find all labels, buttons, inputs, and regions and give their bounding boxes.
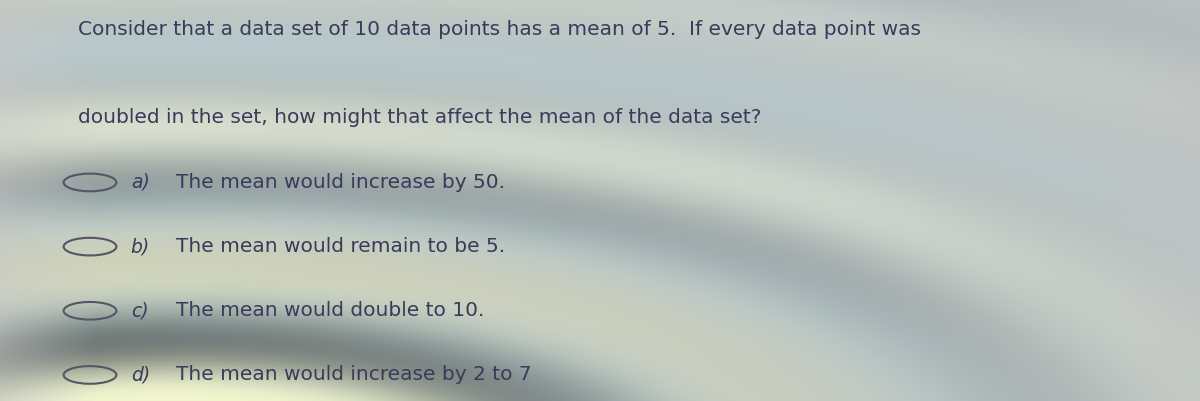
Text: Consider that a data set of 10 data points has a mean of 5.  If every data point: Consider that a data set of 10 data poin… <box>78 20 922 39</box>
Text: c): c) <box>131 301 149 320</box>
Text: d): d) <box>131 365 150 385</box>
Text: The mean would double to 10.: The mean would double to 10. <box>176 301 485 320</box>
Text: doubled in the set, how might that affect the mean of the data set?: doubled in the set, how might that affec… <box>78 108 761 127</box>
Text: b): b) <box>131 237 150 256</box>
Text: The mean would increase by 50.: The mean would increase by 50. <box>176 173 505 192</box>
Text: The mean would increase by 2 to 7: The mean would increase by 2 to 7 <box>176 365 532 385</box>
Text: a): a) <box>131 173 150 192</box>
Text: The mean would remain to be 5.: The mean would remain to be 5. <box>176 237 505 256</box>
